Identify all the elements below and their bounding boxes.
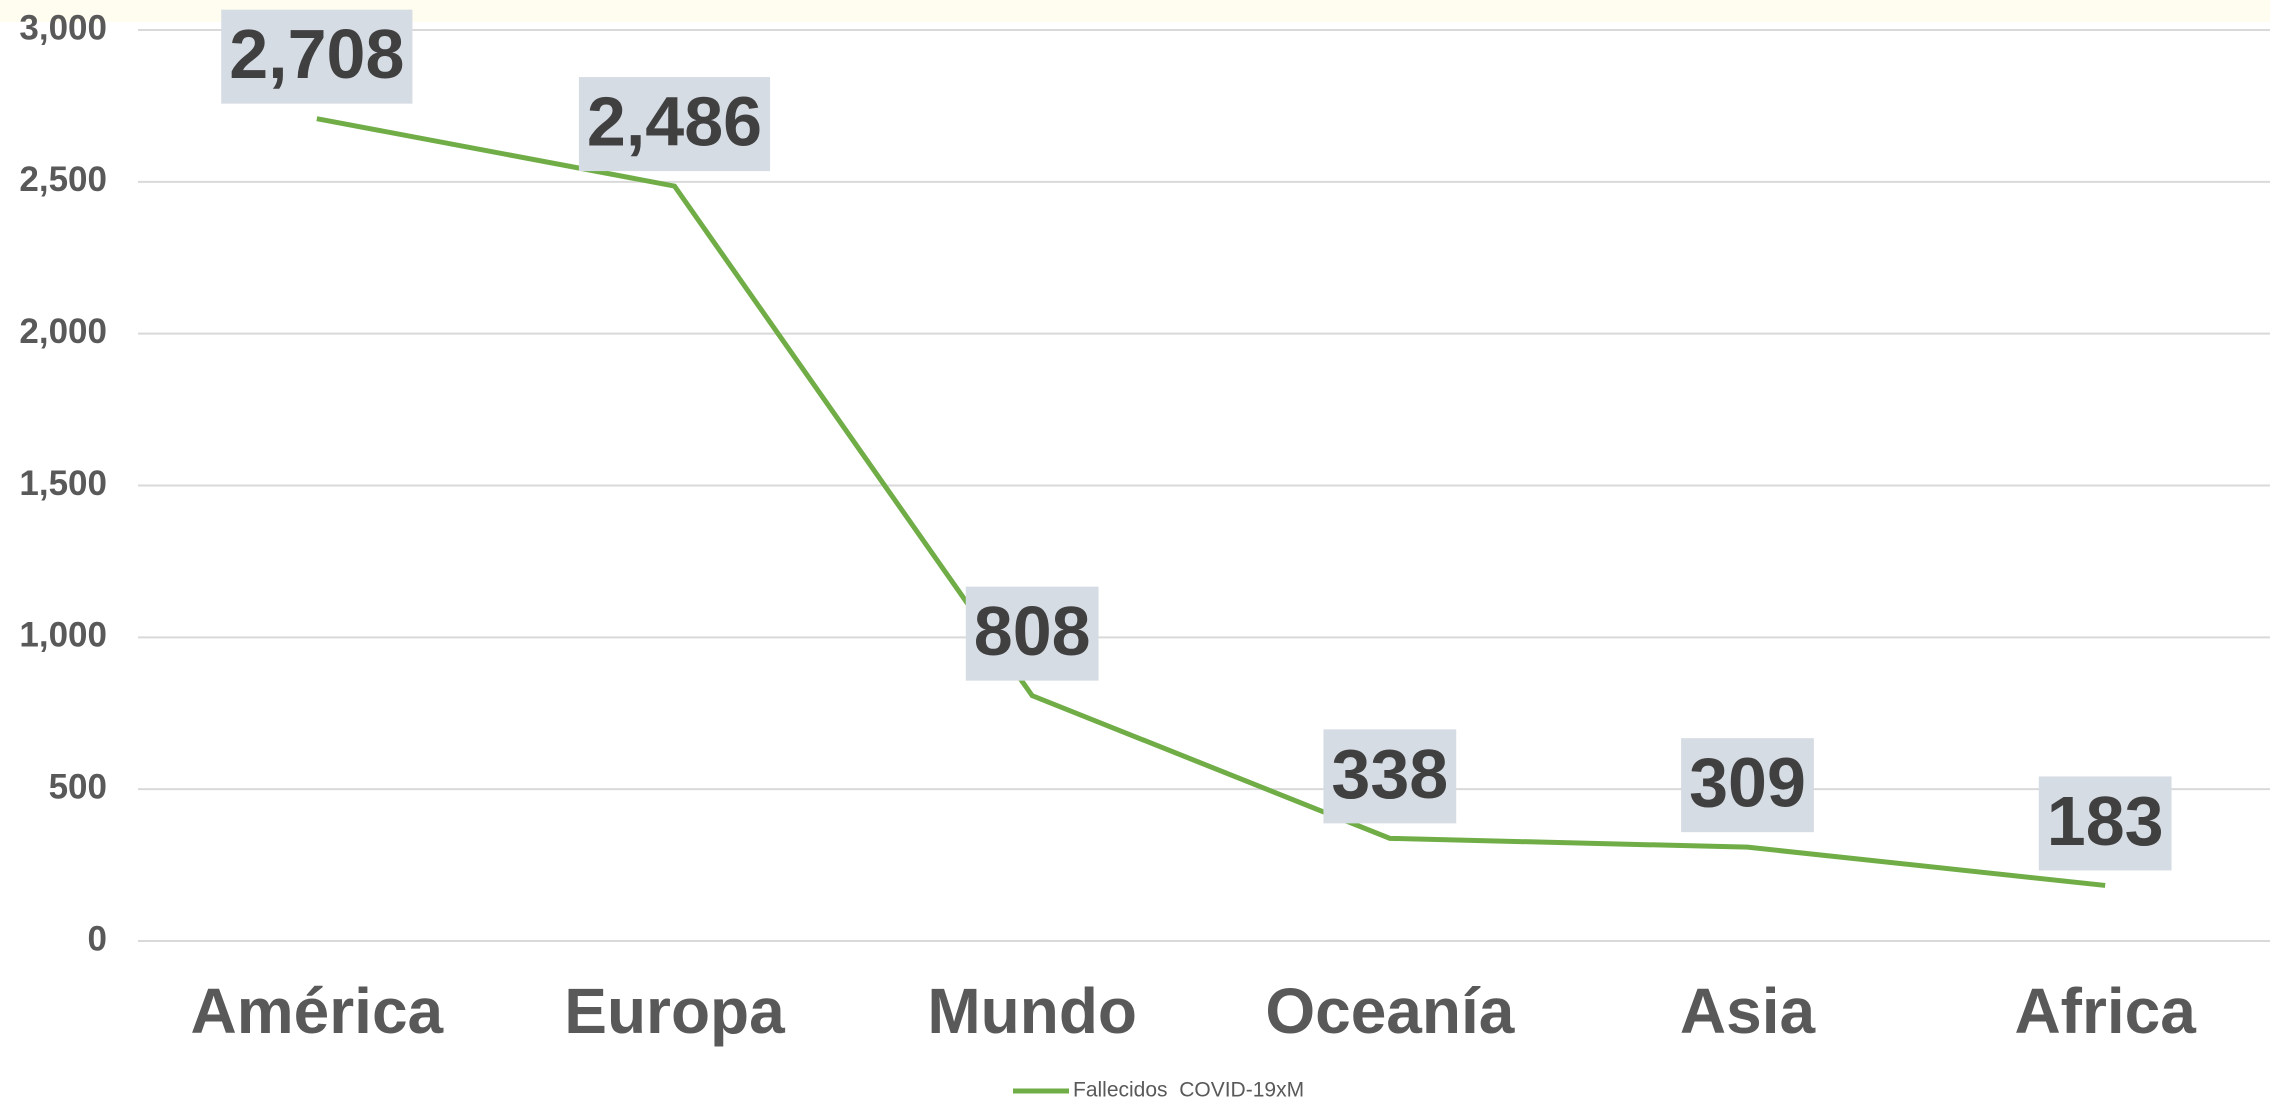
x-tick-label: Africa	[2014, 975, 2196, 1047]
top-strip	[0, 0, 2270, 22]
x-tick-label: Asia	[1680, 975, 1816, 1047]
data-label: 808	[974, 592, 1091, 670]
data-label-box	[1323, 729, 1457, 824]
data-label: 309	[1689, 744, 1806, 822]
data-label-box	[965, 586, 1099, 681]
data-label-box	[1681, 738, 1814, 833]
x-tick-label: Europa	[564, 975, 785, 1047]
legend-label: Fallecidos COVID-19xM	[1073, 1079, 1304, 1102]
data-label-box	[221, 9, 413, 104]
line	[316, 116, 2106, 888]
y-tick-label: 500	[49, 767, 107, 806]
y-tick-label: 3,000	[19, 8, 107, 47]
data-label: 183	[2047, 782, 2164, 860]
y-tick-label: 2,500	[19, 160, 107, 199]
x-tick-label: Oceanía	[1265, 975, 1514, 1047]
x-tick-label: Mundo	[927, 975, 1137, 1047]
x-tick-label: América	[191, 975, 444, 1047]
data-label: 338	[1331, 735, 1448, 813]
y-tick-label: 2,000	[19, 312, 107, 351]
data-label-box	[578, 77, 771, 172]
y-tick-label: 1,500	[19, 464, 107, 503]
data-label: 2,708	[229, 15, 404, 93]
data-label-box	[2038, 776, 2172, 871]
data-label: 2,486	[587, 83, 762, 161]
y-tick-label: 0	[88, 919, 107, 958]
y-tick-label: 1,000	[19, 616, 107, 655]
